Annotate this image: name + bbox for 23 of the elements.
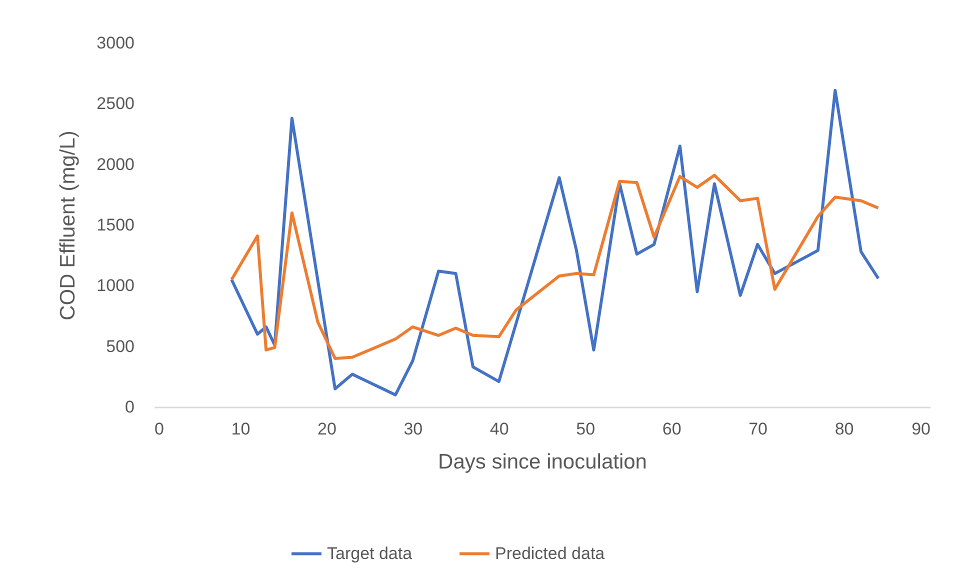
y-tick-label: 2500 (96, 94, 134, 114)
x-tick-label: 20 (317, 420, 336, 438)
y-tick-label: 2000 (96, 154, 134, 174)
x-tick-label: 60 (662, 420, 682, 438)
x-tick-label: 0 (154, 420, 164, 438)
y-axis-title: COD Effluent (mg/L) (56, 130, 80, 320)
line-series (230, 174, 880, 360)
y-tick-label: 0 (125, 398, 134, 416)
x-tick-label: 50 (576, 420, 596, 438)
x-axis-title: Days since inoculation (438, 450, 647, 474)
x-tick-label: 40 (490, 420, 509, 438)
x-tick-label: 80 (834, 420, 854, 438)
x-tick-label: 10 (231, 420, 250, 438)
y-tick-label: 3000 (96, 34, 134, 52)
y-tick-label: 1500 (96, 216, 134, 234)
legend-label: Predicted data (495, 544, 606, 563)
line-series (230, 88, 880, 396)
x-tick-label: 70 (748, 420, 768, 438)
y-tick-label: 1000 (96, 276, 134, 296)
y-tick-label: 500 (106, 336, 134, 356)
legend-label: Target data (327, 544, 413, 563)
x-tick-label: 90 (912, 420, 930, 438)
x-tick-label: 30 (404, 420, 423, 438)
